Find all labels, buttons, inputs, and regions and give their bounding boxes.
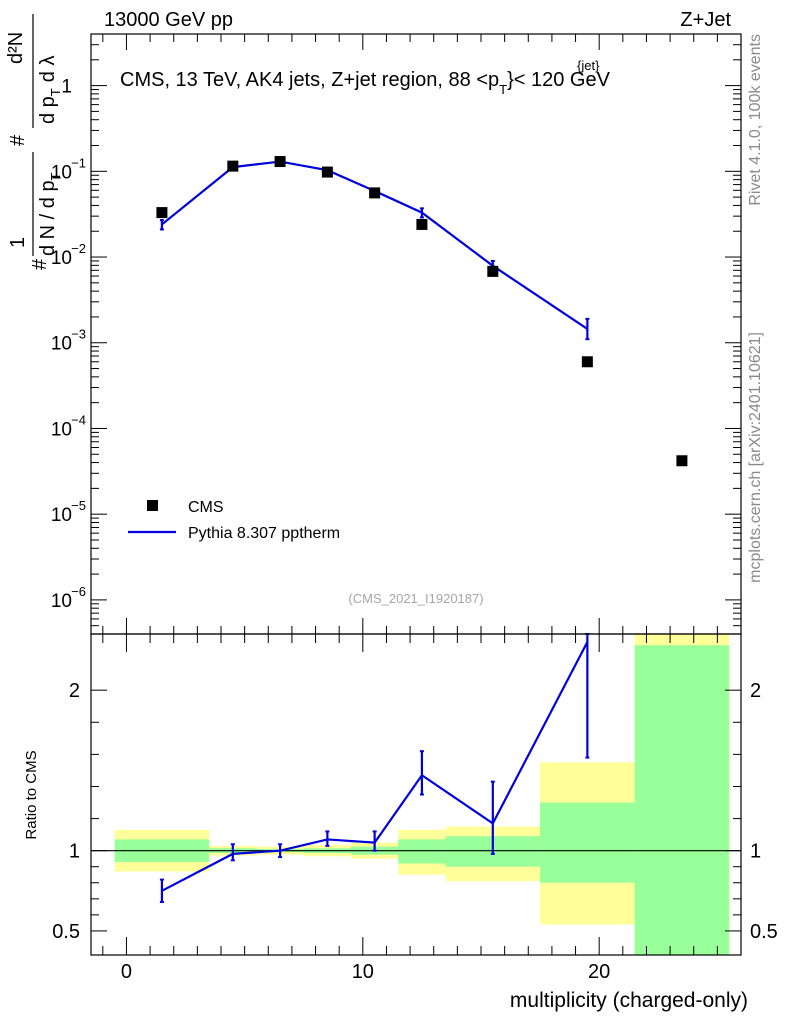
ylabel-dp-sub: T: [48, 88, 63, 96]
y-tick-label: 1: [61, 77, 72, 98]
ylabel-hash-2: #: [7, 134, 29, 146]
pythia-line: [161, 160, 588, 330]
ratio-band-green: [540, 802, 635, 883]
ratio-frame: [90, 633, 742, 956]
analysis-id-label: (CMS_2021_I1920187): [348, 591, 483, 606]
legend-label-cms: CMS: [188, 499, 224, 516]
y-tick-label-exp: −6: [71, 584, 86, 599]
cms-data-point: [487, 265, 499, 277]
ratio-plot-area: 0.5 0.51 12 20 10 20: [52, 633, 778, 983]
ratio-panel: 0.5 0.51 12 20 10 20 Ratio to CMS multiplicit…: [23, 633, 778, 1012]
y-tick-label-exp: −2: [71, 241, 86, 256]
plot-title-prefix: CMS, 13 TeV, AK4 jets, Z+jet region, 88 …: [120, 69, 499, 91]
x-tick-label: 20: [588, 961, 610, 983]
mcplots-label: mcplots.cern.ch [arXiv:2401.10621]: [747, 332, 764, 583]
svg-text:d N / d pT: d N / d pT: [37, 172, 63, 256]
cms-data-point: [416, 218, 428, 230]
rivet-version-label: Rivet 4.1.0, 100k events: [747, 34, 764, 206]
svg-text:d²N: d²N: [5, 32, 27, 64]
header-right-label: Z+Jet: [680, 9, 731, 31]
header-left-label: 13000 GeV pp: [104, 9, 233, 31]
x-axis-label: multiplicity (charged-only): [510, 989, 748, 1012]
cms-data-point: [676, 455, 688, 467]
plot-title: CMS, 13 TeV, AK4 jets, Z+jet region, 88 …: [120, 69, 611, 97]
svg-text:#: #: [7, 134, 29, 146]
ratio-y-tick-label: 2: [69, 680, 80, 702]
y-tick-label: 10: [51, 419, 72, 440]
ylabel-dp: d p: [37, 96, 59, 124]
ratio-y-tick-label: 0.5: [52, 921, 80, 943]
svg-text:d pTd λ: d pTd λ: [37, 56, 63, 124]
ylabel-dn-dpt-sub: T: [48, 172, 63, 180]
svg-text:#: #: [29, 258, 51, 270]
main-panel: 110−110−210−310−410−510−6 CMS, 13 TeV, A…: [5, 14, 741, 635]
y-tick-label-base: 10: [51, 248, 72, 269]
x-tick-label: 0: [121, 961, 132, 983]
cms-data-point: [227, 160, 239, 172]
y-tick-label-base: 10: [51, 505, 72, 526]
y-tick-label: 10: [51, 505, 72, 526]
legend: CMS Pythia 8.307 pptherm: [128, 499, 340, 542]
ylabel-dn-dpt: d N / d p: [37, 180, 59, 256]
y-tick-label: 10: [51, 162, 72, 183]
ylabel-d2n: d²N: [5, 32, 27, 64]
ratio-y-axis-label: Ratio to CMS: [23, 750, 40, 839]
y-tick-label-base: 1: [61, 77, 72, 98]
legend-marker-cms: [147, 500, 158, 511]
ylabel-one: 1: [7, 237, 29, 248]
y-tick-label-exp: −1: [71, 155, 86, 170]
y-tick-label-base: 10: [51, 162, 72, 183]
y-tick-label-base: 10: [51, 419, 72, 440]
y-tick-label-exp: −3: [71, 327, 86, 342]
cms-data-point: [369, 187, 381, 199]
y-tick-label-base: 10: [51, 334, 72, 355]
cms-data-point: [274, 156, 286, 168]
ylabel-hash: #: [29, 258, 51, 270]
cms-data-point: [156, 207, 168, 219]
y-tick-label-exp: −4: [71, 412, 86, 427]
ratio-band-green: [634, 645, 730, 955]
ylabel-dlambda: d λ: [37, 56, 59, 83]
cms-data-point: [321, 166, 333, 178]
ratio-y-tick-label: 1: [69, 841, 80, 863]
y-tick-label-base: 10: [51, 591, 72, 612]
y-tick-label: 10: [51, 248, 72, 269]
plot-title-sup: {jet}: [577, 58, 600, 73]
y-tick-label: 10: [51, 334, 72, 355]
ratio-y-tick-label-right: 1: [750, 841, 761, 863]
ratio-y-tick-label-right: 0.5: [750, 921, 778, 943]
main-y-axis-label: # 1 d N / d pT # d²N d pTd λ: [5, 14, 63, 270]
svg-text:1: 1: [7, 237, 29, 248]
y-tick-label-exp: −5: [71, 498, 86, 513]
plot-title-suffix: }< 120 GeV: [507, 69, 611, 91]
cms-data-point: [581, 356, 593, 368]
ratio-band-green: [398, 839, 446, 864]
main-frame: [90, 33, 742, 635]
plot-title-sub: T: [499, 82, 507, 97]
ratio-y-tick-label-right: 2: [750, 680, 761, 702]
y-tick-label: 10: [51, 591, 72, 612]
main-plot-area: 110−110−210−310−410−510−6: [51, 34, 741, 635]
legend-label-pythia: Pythia 8.307 pptherm: [188, 525, 340, 542]
x-tick-label: 10: [352, 961, 374, 983]
ratio-pythia-line: [161, 641, 589, 892]
